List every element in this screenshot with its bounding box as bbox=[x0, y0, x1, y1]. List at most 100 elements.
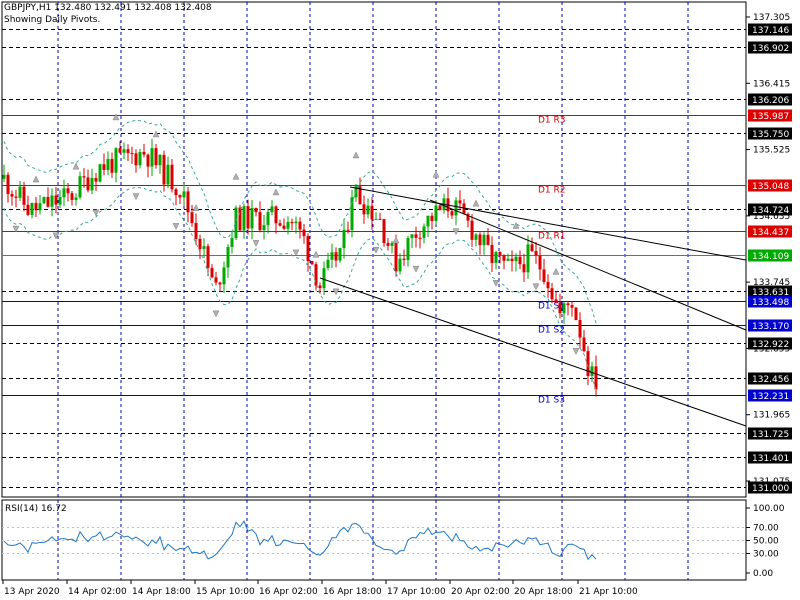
indicator-subtitle: Showing Daily Pivots. bbox=[4, 15, 101, 25]
candle-body bbox=[298, 221, 302, 230]
time-label: 20 Apr 02:00 bbox=[451, 587, 510, 597]
fractal-up-arrow-icon bbox=[472, 199, 480, 207]
candle-body bbox=[550, 288, 554, 300]
candle-body bbox=[122, 149, 126, 153]
candle-body bbox=[18, 186, 22, 198]
candle-body bbox=[30, 202, 34, 215]
fractal-up-arrow-icon bbox=[152, 130, 160, 138]
candle-body bbox=[322, 268, 326, 289]
fractal-up-arrow-icon bbox=[112, 113, 120, 121]
fractal-down-arrow-icon bbox=[332, 288, 340, 296]
candle-body bbox=[474, 234, 478, 240]
candle-body bbox=[318, 285, 322, 289]
candle-body bbox=[10, 194, 14, 197]
time-label: 16 Apr 18:00 bbox=[323, 587, 382, 597]
candle-body bbox=[182, 191, 186, 198]
candle-body bbox=[434, 205, 438, 222]
candle-body bbox=[542, 269, 546, 282]
candle-body bbox=[66, 188, 70, 194]
candle-body bbox=[410, 234, 414, 239]
candle-body bbox=[78, 176, 82, 198]
candle-body bbox=[110, 159, 114, 173]
candle-body bbox=[198, 238, 202, 250]
candle-body bbox=[222, 267, 226, 285]
rsi-line bbox=[3, 520, 597, 561]
candle-body bbox=[46, 197, 50, 207]
candle-body bbox=[170, 164, 174, 190]
candle-body bbox=[546, 281, 550, 289]
candle-body bbox=[482, 234, 486, 246]
symbol-quote-line: GBPJPY,H1 132.480 132.491 132.408 132.40… bbox=[4, 3, 212, 13]
fractal-down-arrow-icon bbox=[492, 280, 500, 287]
candle-body bbox=[154, 148, 158, 166]
candle-body bbox=[146, 154, 150, 167]
candle-body bbox=[306, 236, 310, 261]
candle-body bbox=[74, 197, 78, 200]
candle-body bbox=[142, 151, 146, 155]
candle-body bbox=[98, 164, 102, 182]
candle-body bbox=[302, 229, 306, 237]
candle-body bbox=[514, 256, 518, 262]
candle-body bbox=[202, 246, 206, 250]
candle-body bbox=[338, 248, 342, 261]
envelope-upper bbox=[3, 119, 597, 324]
candle-body bbox=[430, 215, 434, 222]
price-tag-value: 131.000 bbox=[752, 484, 789, 494]
candle-body bbox=[478, 234, 482, 246]
candle-body bbox=[462, 203, 466, 214]
price-tag bbox=[748, 451, 792, 464]
candle-body bbox=[414, 234, 418, 238]
candle-body bbox=[274, 206, 278, 224]
candle-body bbox=[230, 238, 234, 247]
fractal-down-arrow-icon bbox=[92, 209, 100, 217]
candle-body bbox=[334, 252, 338, 261]
trendline-lower bbox=[319, 277, 747, 427]
candle-body bbox=[450, 211, 454, 216]
price-tag bbox=[748, 179, 792, 192]
candle-body bbox=[86, 177, 90, 191]
candle-body bbox=[366, 205, 370, 215]
candle-body bbox=[402, 258, 406, 260]
price-tag bbox=[748, 372, 792, 385]
candle-body bbox=[566, 303, 570, 306]
fractal-down-arrow-icon bbox=[132, 193, 140, 201]
price-tag-value: 132.231 bbox=[752, 392, 789, 402]
pivot-label: D1 S2 bbox=[538, 326, 565, 336]
candle-body bbox=[386, 242, 390, 246]
candle-body bbox=[134, 153, 138, 166]
candle-body bbox=[470, 220, 474, 240]
candle-body bbox=[290, 221, 294, 224]
candle-body bbox=[14, 196, 18, 198]
pivot-label: D1 S3 bbox=[538, 396, 565, 406]
candle-body bbox=[286, 221, 290, 229]
candle-body bbox=[278, 223, 282, 226]
candle-body bbox=[250, 207, 254, 229]
candle-body bbox=[218, 282, 222, 285]
candle-body bbox=[262, 225, 266, 231]
candle-body bbox=[190, 212, 194, 224]
price-tag bbox=[748, 41, 792, 54]
time-label: 15 Apr 10:00 bbox=[196, 587, 255, 597]
fractal-down-arrow-icon bbox=[212, 310, 220, 318]
candle-body bbox=[62, 188, 66, 198]
time-label: 16 Apr 02:00 bbox=[259, 587, 318, 597]
fractal-down-arrow-icon bbox=[372, 246, 380, 254]
time-label: 17 Apr 10:00 bbox=[387, 587, 446, 597]
candle-body bbox=[242, 206, 246, 231]
candle-body bbox=[186, 191, 190, 213]
fractal-down-arrow-icon bbox=[12, 225, 20, 233]
candle-body bbox=[586, 351, 590, 377]
candle-body bbox=[254, 207, 258, 213]
candle-body bbox=[194, 223, 198, 239]
price-tag-value: 132.922 bbox=[752, 340, 789, 350]
candle-body bbox=[294, 221, 298, 224]
pivot-label: D1 R2 bbox=[538, 186, 566, 196]
candle-body bbox=[526, 244, 530, 273]
candle-body bbox=[118, 148, 122, 153]
price-tag bbox=[748, 389, 792, 402]
candle-body bbox=[314, 264, 318, 286]
candle-body bbox=[226, 246, 230, 268]
candle-body bbox=[342, 229, 346, 249]
price-tag-value: 136.902 bbox=[752, 44, 789, 54]
